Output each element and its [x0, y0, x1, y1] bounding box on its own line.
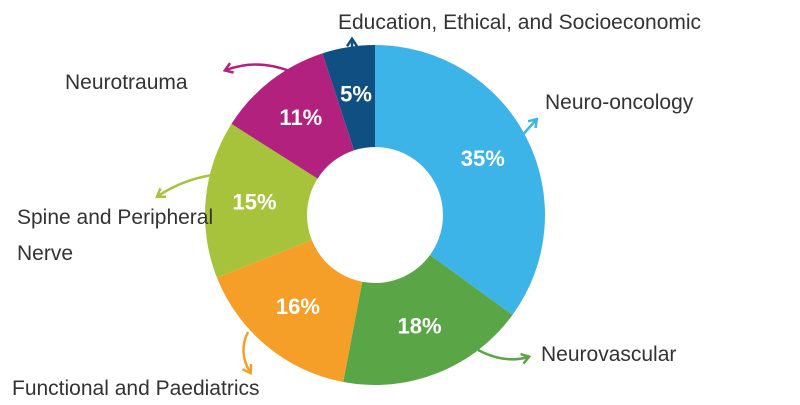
- value-label: 15%: [233, 189, 277, 214]
- value-label: 16%: [276, 294, 320, 319]
- value-label: 11%: [279, 105, 322, 130]
- donut-segment: [205, 123, 318, 278]
- donut-segment: [343, 254, 513, 385]
- category-label: Neurotrauma: [65, 71, 188, 94]
- donut-segment: [322, 45, 375, 151]
- category-label: Neuro-oncology: [545, 91, 694, 114]
- label-arrow: [155, 173, 213, 198]
- label-arrow: [517, 117, 539, 141]
- donut-segment: [216, 240, 363, 382]
- donut-segment: [375, 45, 546, 315]
- category-label: Functional and Paediatrics: [12, 377, 260, 400]
- category-label: Education, Ethical, and Socioeconomic: [338, 11, 702, 34]
- category-label: Spine and Peripheral Nerve: [17, 206, 214, 265]
- label-arrow: [241, 331, 253, 376]
- label-arrow: [222, 62, 293, 74]
- value-label: 5%: [340, 81, 372, 106]
- donut-segment: [231, 53, 354, 179]
- label-arrow: [477, 348, 532, 365]
- category-label: Neurovascular: [541, 343, 677, 366]
- value-label: 35%: [461, 146, 505, 171]
- value-label: 18%: [398, 313, 442, 338]
